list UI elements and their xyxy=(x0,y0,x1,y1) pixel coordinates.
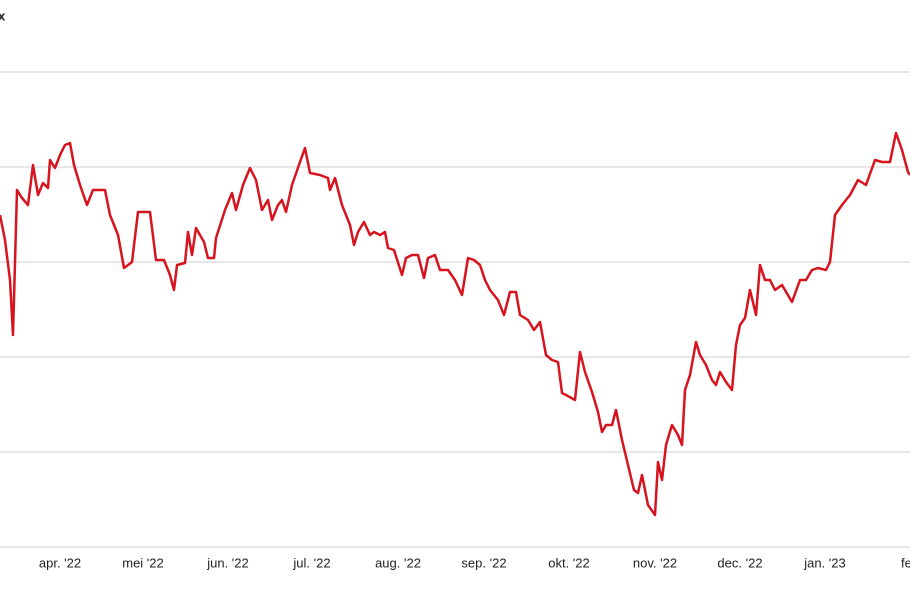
data-line xyxy=(0,131,910,517)
x-tick-label: mei '22 xyxy=(122,555,164,570)
x-tick-label: okt. '22 xyxy=(548,555,590,570)
x-tick-label: aug. '22 xyxy=(375,555,421,570)
x-tick-label: jun. '22 xyxy=(206,555,249,570)
x-tick-label: feb xyxy=(901,555,910,570)
x-tick-label: nov. '22 xyxy=(633,555,677,570)
chart-title: x xyxy=(0,8,6,23)
x-tick-label: dec. '22 xyxy=(717,555,762,570)
x-tick-label: jul. '22 xyxy=(292,555,330,570)
x-tick-label: jan. '23 xyxy=(803,555,846,570)
x-tick-label: apr. '22 xyxy=(39,555,81,570)
x-tick-label: sep. '22 xyxy=(461,555,506,570)
